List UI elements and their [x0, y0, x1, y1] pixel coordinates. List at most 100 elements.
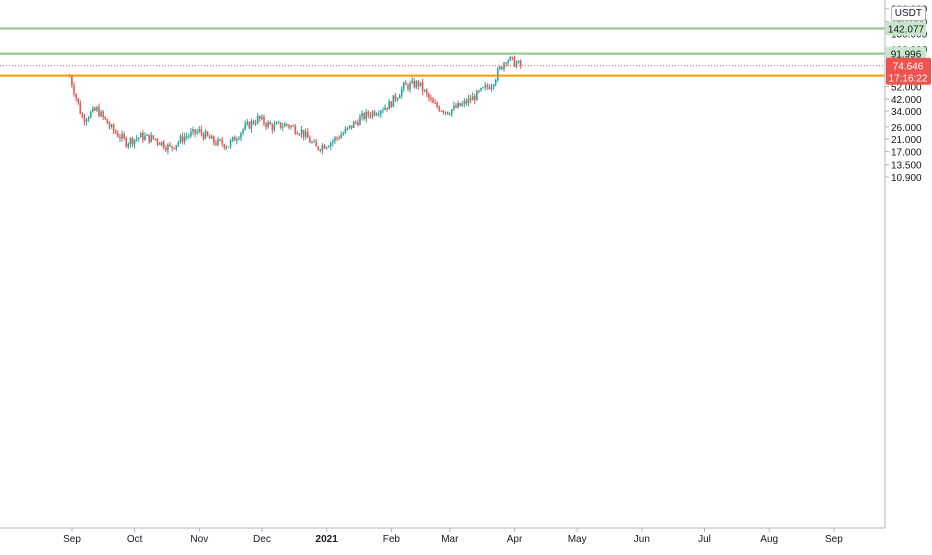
candle-body: [469, 98, 472, 101]
candle-body: [104, 116, 107, 120]
candle-body: [325, 147, 328, 149]
candle-body: [227, 146, 230, 148]
candle-body: [233, 136, 236, 141]
candle-body: [261, 116, 263, 119]
candle-body: [112, 124, 115, 131]
candle-body: [281, 126, 284, 128]
candle-body: [277, 122, 280, 124]
candle-body: [225, 146, 228, 148]
candle-body: [519, 60, 522, 66]
candle-body: [380, 110, 382, 115]
candle-body: [405, 82, 407, 85]
candle-body: [350, 125, 353, 128]
x-tick-label: Jun: [634, 534, 650, 545]
candle-body: [373, 111, 376, 116]
candle-body: [71, 76, 73, 86]
candle-body: [142, 132, 144, 141]
candle-body: [459, 103, 461, 106]
candle-body: [515, 62, 518, 67]
y-tick-label: 52.000: [891, 83, 922, 94]
x-tick-label: Sep: [63, 534, 81, 545]
horizontal-lines-layer: [0, 27, 885, 77]
candle-body: [467, 98, 470, 104]
y-tick-label: 260.000: [891, 0, 928, 1]
candle-body: [110, 124, 113, 127]
candle-body: [357, 122, 359, 126]
candle-body: [73, 85, 75, 95]
candle-body: [438, 106, 441, 111]
candle-body: [215, 142, 217, 145]
candle-body: [496, 69, 499, 80]
candle-body: [208, 135, 211, 139]
candle-body: [238, 138, 240, 140]
candle-body: [384, 107, 386, 111]
candle-body: [457, 103, 459, 108]
candle-body: [131, 138, 134, 145]
x-tick-label: Feb: [383, 534, 401, 545]
candle-body: [217, 139, 219, 145]
candle-body: [425, 90, 428, 94]
candle-body: [160, 141, 163, 146]
candle-body: [119, 137, 121, 139]
candle-body: [317, 146, 320, 150]
candle-body: [505, 62, 507, 64]
candle-body: [453, 105, 455, 110]
candle-body: [428, 93, 430, 98]
price-label-box: [886, 46, 926, 61]
candle-body: [139, 132, 142, 138]
candle-body: [363, 113, 365, 119]
candle-body: [409, 82, 411, 90]
candle-body: [135, 138, 138, 140]
candle-body: [403, 82, 405, 89]
candle-body: [390, 101, 393, 107]
candle-body: [352, 122, 355, 128]
candle-body: [501, 66, 503, 70]
current-price-box: [886, 57, 931, 85]
candle-body: [286, 123, 288, 125]
candle-body: [486, 85, 489, 88]
candle-body: [488, 87, 491, 89]
candle-body: [355, 122, 357, 123]
x-tick-label: Jul: [698, 534, 711, 545]
candle-body: [202, 133, 205, 139]
candle-body: [292, 125, 294, 127]
candle-body: [108, 123, 111, 127]
candle-body: [311, 142, 313, 143]
candle-body: [336, 137, 338, 139]
candle-body: [265, 123, 267, 127]
candle-body: [319, 149, 322, 151]
candle-body: [114, 130, 117, 134]
candle-body: [229, 140, 232, 147]
y-tick-label: 34.000: [891, 107, 922, 118]
candle-body: [478, 90, 480, 92]
candle-body: [413, 80, 416, 88]
candle-body: [321, 145, 324, 151]
candle-body: [79, 102, 82, 114]
candle-body: [137, 137, 140, 139]
candle-body: [411, 80, 413, 83]
price-label-text: 91.996: [891, 50, 922, 61]
candle-body: [300, 129, 303, 135]
candle-body: [221, 140, 224, 145]
candle-body: [271, 124, 274, 131]
candle-body: [386, 107, 388, 110]
candle-body: [507, 60, 509, 64]
candle-body: [398, 95, 401, 99]
candle-body: [448, 114, 451, 116]
candle-body: [162, 141, 165, 148]
candle-body: [309, 137, 311, 143]
candle-body: [165, 147, 167, 151]
current-price-countdown: 17:16:22: [889, 74, 928, 85]
candle-body: [421, 82, 424, 92]
candle-body: [263, 116, 265, 124]
candle-body: [455, 105, 457, 108]
candle-body: [77, 98, 79, 103]
candle-body: [338, 137, 340, 139]
candle-body: [204, 131, 207, 139]
candle-body: [473, 96, 476, 101]
candle-body: [284, 123, 286, 127]
candle-body: [167, 144, 169, 151]
candle-body: [304, 131, 307, 137]
